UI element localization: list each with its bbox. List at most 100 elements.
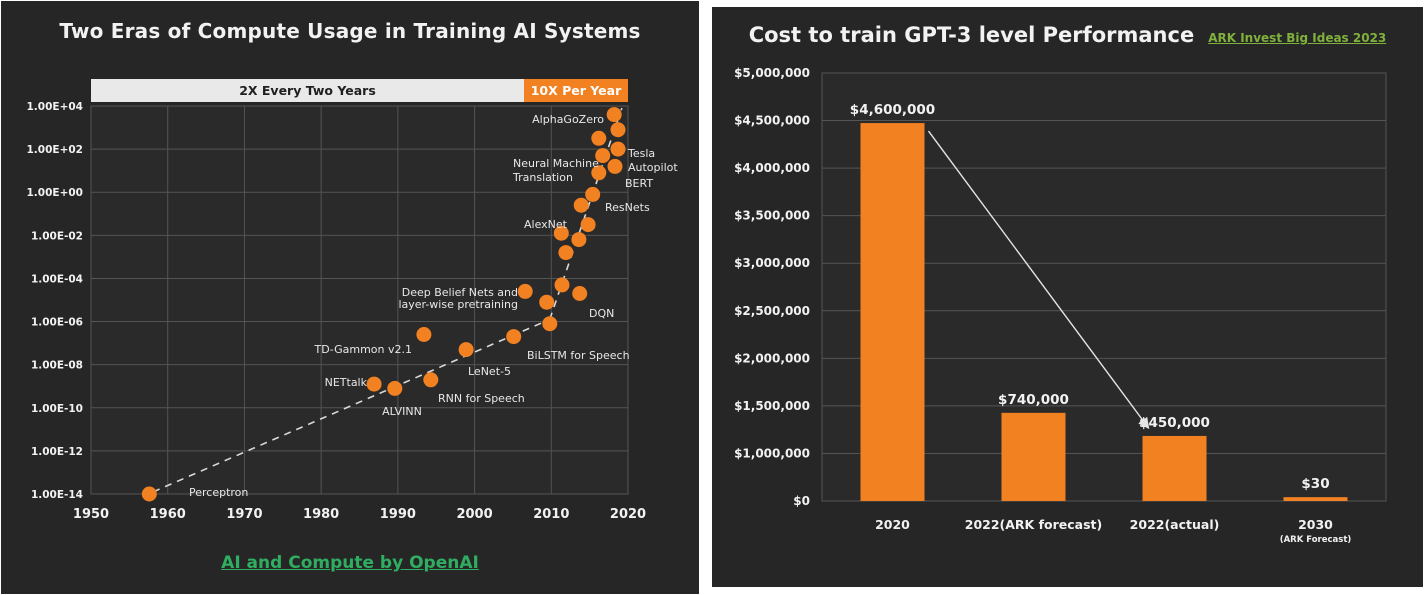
compute-usage-scatter-chart: 1.00E+04 1.00E+02 1.00E+00 1.00E-02 1.00E-04… [27, 79, 678, 522]
scatter-point [539, 294, 555, 310]
era-banner-10x-label: 10X Per Year [531, 83, 622, 98]
scatter-point [458, 342, 474, 358]
bar-value-label: $450,000 [1139, 415, 1210, 431]
trend-line [548, 107, 623, 320]
scatter-point [387, 380, 403, 396]
scatter-point [571, 232, 587, 248]
x-tick-label: 1950 [73, 507, 109, 522]
annotation-label: layer-wise pretraining [398, 298, 518, 311]
y-tick-label: 1.00E-10 [31, 403, 83, 415]
x-category-label: 2020 [875, 517, 910, 532]
gpt3-cost-bar-chart: $0 $1,000,000 $1,500,000 $2,000,000 $2,500,0… [734, 66, 1387, 545]
scatter-point [591, 165, 607, 181]
scatter-point [517, 283, 533, 299]
x-tick-label: 2000 [456, 507, 492, 522]
annotation-label: Tesla [627, 147, 655, 160]
bar-2022-actual- [1142, 435, 1207, 501]
y-tick-label: 1.00E-12 [31, 446, 83, 458]
scatter-point [610, 122, 626, 138]
annotation-label: Translation [512, 171, 573, 184]
annotation-label: Perceptron [189, 486, 248, 499]
scatter-point [141, 486, 157, 502]
scatter-point [595, 148, 611, 164]
bar-2030 [1283, 497, 1348, 501]
y-tick-label: $0 [793, 494, 810, 508]
era-banner-2x-label: 2X Every Two Years [239, 83, 376, 98]
scatter-point [416, 327, 432, 342]
y-tick-label: $2,000,000 [734, 351, 810, 365]
bar-value-label: $30 [1301, 476, 1329, 492]
x-tick-label: 1960 [150, 507, 186, 522]
annotation-label: RNN for Speech [438, 392, 525, 405]
scatter-point [558, 245, 574, 261]
scatter-point [506, 329, 522, 345]
x-tick-label: 2020 [610, 507, 646, 522]
y-tick-label: $3,500,000 [734, 209, 810, 223]
annotation-label: LeNet-5 [468, 365, 511, 378]
y-tick-label: $3,000,000 [734, 256, 810, 270]
annotation-label: TD-Gammon v2.1 [314, 343, 412, 356]
x-tick-label: 1970 [226, 507, 262, 522]
scatter-point [553, 225, 569, 241]
y-tick-label: 1.00E-02 [31, 230, 83, 242]
y-tick-label: $4,000,000 [734, 161, 810, 175]
ark-source-link[interactable]: ARK Invest Big Ideas 2023 [1208, 31, 1387, 45]
x-tick-label: 1990 [380, 507, 416, 522]
x-tick-label: 1980 [303, 507, 339, 522]
scatter-point [573, 197, 589, 213]
era-banner-10x [524, 79, 628, 102]
annotation-label: AlexNet [524, 218, 568, 231]
right-chart-title-row: Cost to train GPT-3 level Performance AR… [712, 23, 1423, 47]
annotation-label: ALVINN [382, 405, 422, 418]
left-chart-title: Two Eras of Compute Usage in Training AI… [59, 19, 641, 43]
x-category-sublabel: (ARK Forecast) [1280, 535, 1352, 545]
bar-value-label: $740,000 [998, 392, 1069, 408]
x-category-label: 2022(actual) [1130, 517, 1220, 532]
scatter-point [607, 158, 623, 174]
annotation-label: AlphaGoZero [532, 113, 604, 126]
y-tick-label: 1.00E-04 [31, 273, 83, 285]
annotation-label: BERT [625, 177, 653, 190]
y-tick-label: 1.00E+00 [27, 187, 84, 199]
annotation-label: DQN [589, 307, 614, 320]
right-chart-title: Cost to train GPT-3 level Performance [748, 23, 1195, 47]
cost-decline-arrow [927, 130, 1150, 430]
y-tick-label: $1,000,000 [734, 446, 810, 460]
era-banner-2x [91, 79, 524, 102]
y-tick-label: $4,500,000 [734, 114, 810, 128]
plot-border [821, 72, 1387, 502]
scatter-point [610, 141, 626, 157]
scatter-point [542, 316, 558, 332]
y-tick-label: $5,000,000 [734, 66, 810, 80]
compute-usage-chart-panel: Two Eras of Compute Usage in Training AI… [1, 1, 699, 594]
plot-border [90, 105, 629, 495]
scatter-point [554, 277, 570, 293]
scatter-point [591, 130, 607, 146]
annotation-label: ResNets [605, 201, 650, 214]
scatter-point [572, 286, 588, 301]
scatter-point [366, 376, 382, 392]
x-tick-label: 2010 [533, 507, 569, 522]
x-category-label: 2022(ARK forecast) [965, 517, 1102, 532]
y-tick-label: 1.00E+04 [27, 101, 84, 113]
y-tick-label: $2,500,000 [734, 304, 810, 318]
gpt3-cost-chart-panel: Cost to train GPT-3 level Performance AR… [712, 7, 1423, 587]
annotation-label: NETtalk [325, 376, 368, 389]
y-tick-label: 1.00E-14 [31, 489, 83, 501]
y-tick-label: $1,500,000 [734, 399, 810, 413]
y-tick-label: 1.00E+02 [27, 144, 84, 156]
scatter-point [423, 372, 439, 388]
scatter-point [585, 186, 601, 202]
annotation-label: BiLSTM for Speech [527, 349, 630, 362]
x-category-label: 2030 [1298, 517, 1333, 532]
scatter-point [580, 217, 596, 233]
annotation-label: Autopilot [628, 161, 678, 174]
bar-2020 [860, 123, 925, 502]
scatter-point [606, 107, 622, 123]
bar-2022-ark-forecast- [1001, 412, 1066, 501]
annotation-label: Deep Belief Nets and [402, 286, 518, 299]
bar-value-label: $4,600,000 [850, 102, 935, 118]
y-tick-label: 1.00E-08 [31, 360, 83, 372]
openai-source-link[interactable]: AI and Compute by OpenAI [221, 553, 479, 573]
